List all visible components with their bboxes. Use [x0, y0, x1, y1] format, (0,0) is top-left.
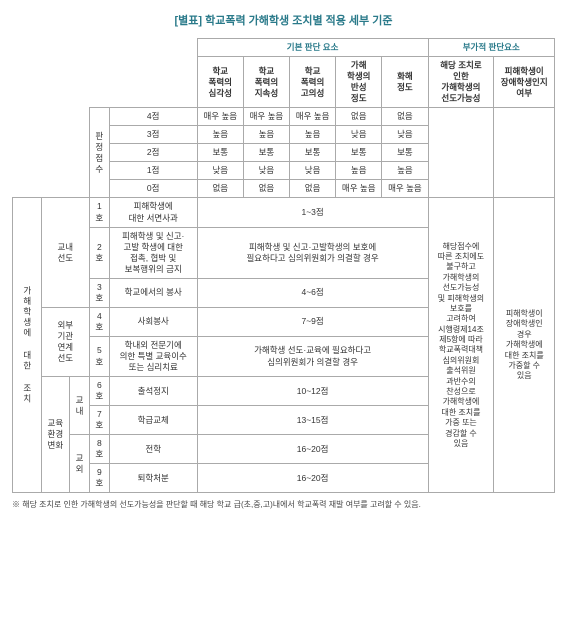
hdr-additional: 부가적 판단요소 [428, 39, 555, 57]
lbl-1: 피해학생에 대한 서면사과 [109, 198, 197, 227]
rng-6: 10~12점 [197, 377, 428, 406]
pts-4: 4점 [109, 108, 197, 126]
rng-9: 16~20점 [197, 464, 428, 493]
rng-1: 1~3점 [197, 198, 428, 227]
rng-8: 16~20점 [197, 435, 428, 464]
lbl-5: 학내외 전문기에 의한 특별 교육이수 또는 심리치료 [109, 336, 197, 376]
pts-1: 1점 [109, 162, 197, 180]
rng-7: 13~15점 [197, 406, 428, 435]
v: 없음 [382, 108, 428, 126]
col-c4: 가해 학생의 반성 정도 [336, 57, 382, 108]
cat2: 외부 기관 연계 선도 [41, 307, 89, 376]
lbl-4: 사회봉사 [109, 307, 197, 336]
lbl-3: 학교에서의 봉사 [109, 278, 197, 307]
col-a2: 피해학생이 장애학생인지 여부 [494, 57, 555, 108]
pts-2: 2점 [109, 144, 197, 162]
rng-2: 피해학생 및 신고·고발학생의 보호에 필요하다고 심의위원회가 의결할 경우 [197, 227, 428, 278]
hdr-basic: 기본 판단 요소 [197, 39, 428, 57]
pts-3: 3점 [109, 126, 197, 144]
col-c3: 학교 폭력의 고의성 [290, 57, 336, 108]
lbl-8: 전학 [109, 435, 197, 464]
page-title: [별표] 학교폭력 가해학생 조치별 적용 세부 기준 [12, 12, 555, 28]
sub3b: 교 외 [70, 435, 90, 493]
no-4: 4 호 [89, 307, 109, 336]
footnote: ※ 해당 조치로 인한 가해학생의 선도가능성을 판단할 때 해당 학교 급(초… [12, 499, 555, 510]
cat1: 교내 선도 [41, 198, 89, 307]
rng-3: 4~6점 [197, 278, 428, 307]
pts-0: 0점 [109, 180, 197, 198]
col-c1: 학교 폭력의 심각성 [197, 57, 243, 108]
left-main: 가해학생에 대한 조치 [13, 198, 42, 493]
no-7: 7 호 [89, 406, 109, 435]
lbl-6: 출석정지 [109, 377, 197, 406]
rng-4: 7~9점 [197, 307, 428, 336]
v: 매우 높음 [243, 108, 289, 126]
sub3a: 교 내 [70, 377, 90, 435]
v: 매우 높음 [290, 108, 336, 126]
lbl-9: 퇴학처분 [109, 464, 197, 493]
criteria-table: 기본 판단 요소 부가적 판단요소 학교 폭력의 심각성 학교 폭력의 지속성 … [12, 38, 555, 493]
no-8: 8 호 [89, 435, 109, 464]
v: 매우 높음 [197, 108, 243, 126]
lbl-7: 학급교체 [109, 406, 197, 435]
no-5: 5 호 [89, 336, 109, 376]
rng-5: 가해학생 선도·교육에 필요하다고 심의위원회가 의결할 경우 [197, 336, 428, 376]
no-2: 2 호 [89, 227, 109, 278]
no-6: 6 호 [89, 377, 109, 406]
col-c2: 학교 폭력의 지속성 [243, 57, 289, 108]
cat3: 교육 환경 변화 [41, 377, 70, 493]
add-right: 피해학생이 장애학생인 경우 가해학생에 대한 조치를 가중할 수 있음 [494, 198, 555, 493]
col-c5: 화해 정도 [382, 57, 428, 108]
score-label: 판정 점수 [89, 108, 109, 198]
no-9: 9 호 [89, 464, 109, 493]
col-a1: 해당 조치로 인한 가해학생의 선도가능성 [428, 57, 494, 108]
lbl-2: 피해학생 및 신고· 고발 학생에 대한 접촉, 협박 및 보복행위의 금지 [109, 227, 197, 278]
v: 없음 [336, 108, 382, 126]
no-1: 1 호 [89, 198, 109, 227]
add-left: 해당점수에 따른 조치에도 불구하고 가해학생의 선도가능성 및 피해학생의 보… [428, 198, 494, 493]
no-3: 3 호 [89, 278, 109, 307]
